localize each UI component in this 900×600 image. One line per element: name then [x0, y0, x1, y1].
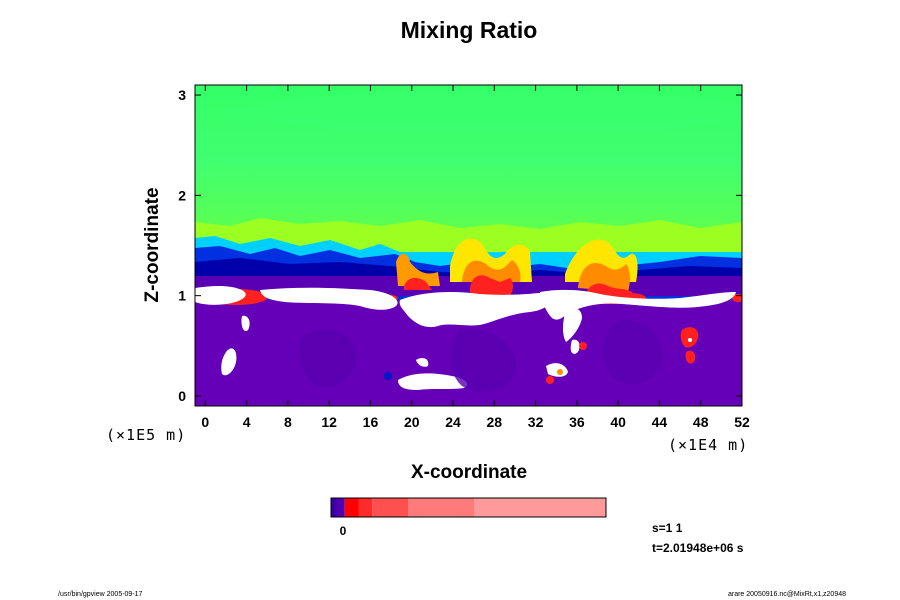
time-label: t=2.01948e+06 s — [652, 541, 744, 555]
x-tick-label: 36 — [569, 414, 585, 430]
plot-frame — [194, 84, 743, 407]
plume-red-1 — [470, 275, 513, 296]
swirl-3 — [603, 319, 662, 385]
swirl-dot — [384, 372, 392, 380]
colorbar — [330, 497, 607, 518]
plume-orange-3 — [396, 253, 440, 286]
x-tick-label: 12 — [321, 414, 337, 430]
x-tick-label: 52 — [734, 414, 750, 430]
chart-title: Mixing Ratio — [401, 17, 538, 43]
cloud-bottom-2 — [416, 358, 429, 367]
y-axis: 0 1 2 3 — [178, 87, 742, 404]
x-tick-label: 44 — [652, 414, 668, 430]
blob-6 — [688, 338, 692, 342]
y-tick-label: 0 — [178, 388, 186, 404]
colorbar-segment — [358, 498, 373, 517]
cloud-main — [260, 287, 398, 310]
y-scale-label: (×1E5 m) — [106, 426, 186, 444]
x-tick-label: 32 — [528, 414, 544, 430]
cloud-bottom — [398, 373, 468, 390]
swirl-2 — [449, 329, 517, 393]
blob-2 — [557, 369, 563, 375]
footer-right: arare 20050916.nc@MixRt,x1,z20948 — [728, 591, 846, 598]
y-tick-label: 2 — [178, 187, 186, 203]
plume-red-3 — [404, 277, 432, 290]
cloud-left — [195, 286, 246, 305]
x-axis-label: X-coordinate — [411, 462, 527, 483]
colorbar-segment — [408, 498, 474, 517]
cloud-wisp-low — [221, 348, 237, 376]
plume-orange-2 — [578, 262, 630, 292]
colorbar-segment — [474, 498, 606, 517]
step-label: s=1 1 — [652, 521, 683, 535]
x-tick-label: 48 — [693, 414, 709, 430]
cloud-center — [399, 292, 552, 328]
colorbar-segment — [344, 498, 359, 517]
cloud-drip-2 — [570, 339, 580, 354]
blob-5 — [685, 350, 696, 364]
colorbar-segment — [331, 498, 337, 517]
x-tick-label: 20 — [404, 414, 420, 430]
y-axis-label: Z-coordinate — [142, 187, 163, 302]
cloud-drip — [563, 308, 582, 342]
x-tick-label: 8 — [284, 414, 292, 430]
blob-1 — [546, 376, 554, 384]
cloud-right — [540, 289, 736, 320]
blob-3 — [579, 342, 587, 350]
cloud-wisp-left — [241, 315, 250, 332]
x-axis: 0 4 8 12 16 20 24 28 32 36 40 44 48 52 — [201, 85, 750, 430]
blob-4 — [680, 327, 699, 348]
colorbar-segment — [336, 498, 345, 517]
x-tick-label: 0 — [201, 414, 209, 430]
colorbar-frame — [330, 497, 607, 518]
x-tick-label: 16 — [363, 414, 379, 430]
x-tick-label: 24 — [445, 414, 461, 430]
footer-left: /usr/bin/gpview 2005-09-17 — [58, 591, 143, 598]
swirl-1 — [298, 329, 358, 388]
colorbar-segment — [372, 498, 408, 517]
upper-light-patch — [250, 90, 742, 134]
plot-area — [195, 85, 742, 406]
x-tick-label: 28 — [487, 414, 503, 430]
x-scale-label: (×1E4 m) — [668, 436, 748, 454]
y-tick-label: 1 — [178, 288, 186, 304]
y-tick-label: 3 — [178, 87, 186, 103]
colorbar-zero-label: 0 — [340, 524, 347, 538]
x-tick-label: 40 — [610, 414, 626, 430]
x-tick-label: 4 — [243, 414, 251, 430]
